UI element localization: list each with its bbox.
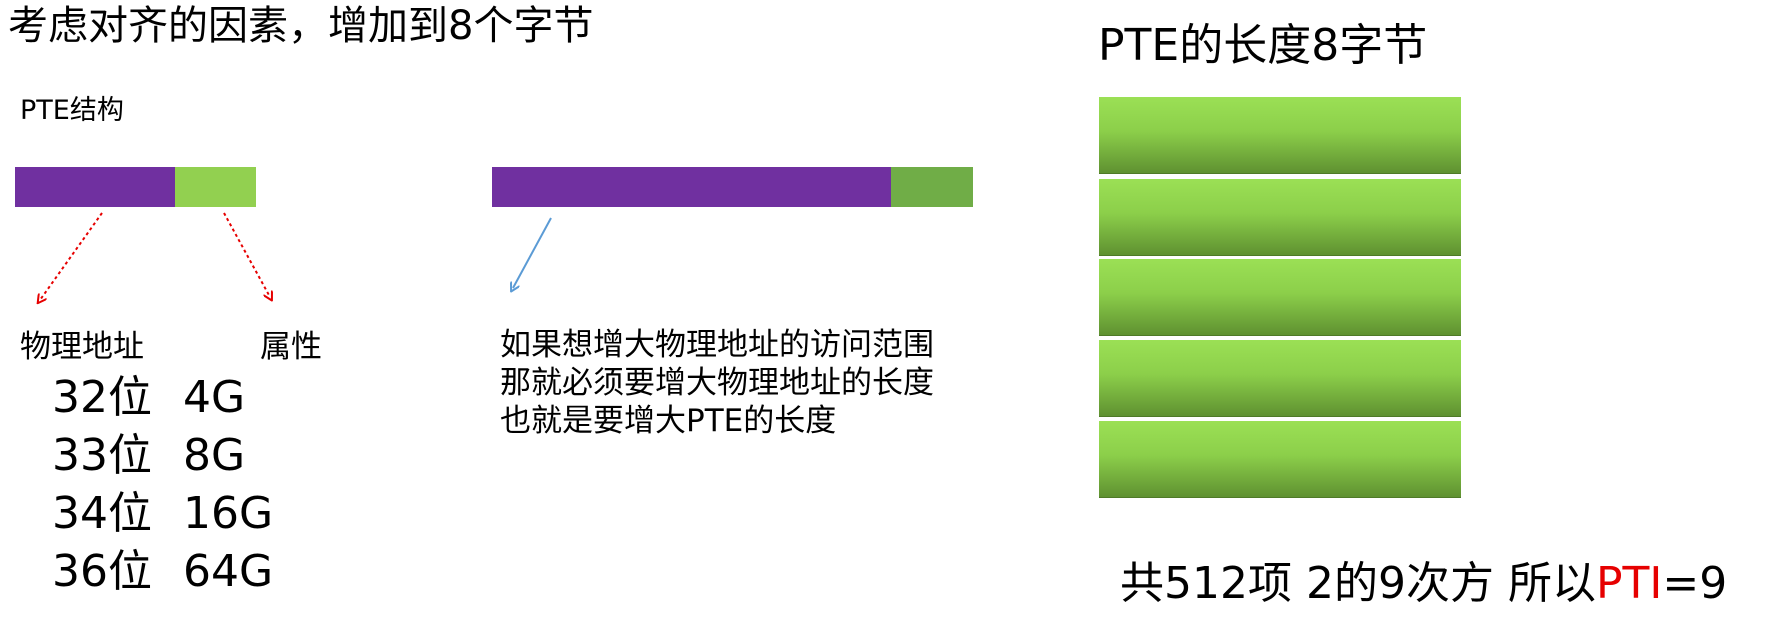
page-table-entry <box>1099 340 1461 417</box>
arrow-to-physical-address <box>40 212 103 300</box>
pti-highlight: PTI <box>1595 558 1663 609</box>
bits-count: 34位 <box>52 488 152 539</box>
attributes-label: 属性 <box>260 329 322 365</box>
page-table-entry <box>1099 179 1461 256</box>
bits-row: 34位 16G <box>52 488 273 540</box>
arrow-to-note <box>513 217 552 288</box>
page-table-entry <box>1099 421 1461 498</box>
conclusion-suffix: =9 <box>1662 558 1728 609</box>
pte-bar-extended-address-segment <box>492 167 891 207</box>
conclusion-text: 共512项 2的9次方 所以PTI=9 <box>1120 556 1727 612</box>
bits-row: 33位 8G <box>52 430 245 482</box>
note-line: 也就是要增大PTE的长度 <box>500 403 837 439</box>
address-space-size: 64G <box>183 546 274 597</box>
arrow-to-attributes <box>223 212 270 297</box>
pte-bar-address-segment <box>15 167 175 207</box>
bits-row: 36位 64G <box>52 546 273 598</box>
physical-address-label: 物理地址 <box>20 329 144 365</box>
address-space-size: 8G <box>183 430 246 481</box>
page-table-entry <box>1099 259 1461 336</box>
address-space-size: 4G <box>183 372 246 423</box>
address-space-size: 16G <box>183 488 274 539</box>
bits-count: 32位 <box>52 372 152 423</box>
page-table-entry <box>1099 97 1461 174</box>
bits-row: 32位 4G <box>52 372 245 424</box>
conclusion-prefix: 共512项 2的9次方 所以 <box>1120 558 1596 609</box>
bits-count: 33位 <box>52 430 152 481</box>
pte-bar-extended-attribute-segment <box>891 167 973 207</box>
note-line: 如果想增大物理地址的访问范围 <box>500 327 934 363</box>
main-title: 考虑对齐的因素，增加到8个字节 <box>8 3 594 49</box>
bits-count: 36位 <box>52 546 152 597</box>
pte-structure-label: PTE结构 <box>20 95 124 126</box>
pte-length-title: PTE的长度8字节 <box>1098 20 1428 71</box>
note-line: 那就必须要增大物理地址的长度 <box>500 365 934 401</box>
pte-bar-attribute-segment <box>175 167 256 207</box>
